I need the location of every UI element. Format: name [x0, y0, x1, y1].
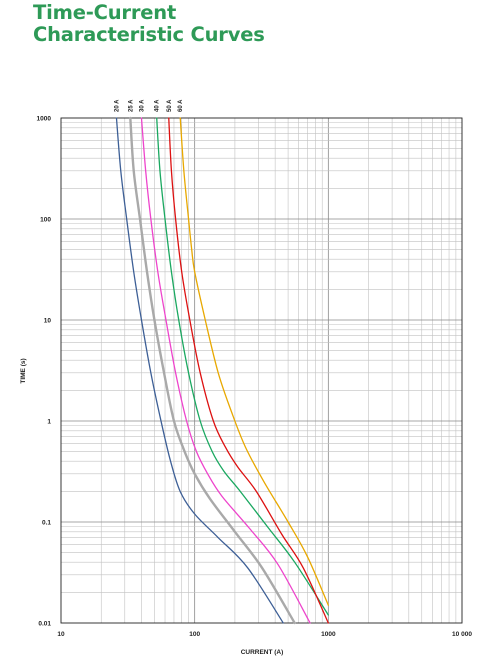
- series-label-40a: 40 A: [155, 99, 161, 112]
- series-line-30a: [140, 117, 311, 624]
- x-tick-label: 10 000: [452, 631, 472, 638]
- series-line-40a: [156, 117, 329, 616]
- y-axis-ticks: 1000 100 10 1 0.1 0.01: [37, 116, 52, 628]
- y-tick-label: 0.01: [38, 621, 51, 628]
- y-tick-label: 1000: [37, 116, 52, 123]
- y-tick-label: 1: [47, 419, 51, 426]
- series-line-50a: [168, 117, 329, 624]
- chart-series: [115, 116, 329, 625]
- series-line-25a: [129, 116, 296, 625]
- series-label-30a: 30 A: [139, 99, 145, 112]
- series-labels: 20 A 25 A 30 A 40 A 50 A 60 A: [114, 99, 184, 112]
- y-tick-label: 10: [44, 318, 52, 325]
- x-tick-label: 1000: [321, 631, 336, 638]
- y-tick-label: 100: [40, 217, 51, 224]
- page-title-line-2: Characteristic Curves: [33, 23, 265, 46]
- series-label-25a: 25 A: [128, 99, 134, 112]
- page-title: Time-Current Characteristic Curves: [33, 2, 265, 46]
- series-label-20a: 20 A: [114, 99, 120, 112]
- y-tick-label: 0.1: [42, 520, 51, 527]
- series-line-20a: [115, 117, 284, 624]
- chart-grid: [61, 118, 462, 623]
- x-axis-title: CURRENT (A): [241, 649, 284, 656]
- x-tick-label: 10: [57, 631, 65, 638]
- page-title-line-1: Time-Current: [33, 1, 177, 24]
- y-axis-title: TIME (s): [20, 358, 27, 383]
- series-label-60a: 60 A: [178, 99, 184, 112]
- series-line-60a: [179, 117, 329, 606]
- plot-frame: [60, 117, 463, 624]
- series-label-50a: 50 A: [167, 99, 173, 112]
- x-axis-ticks: 10 100 1000 10 000: [57, 631, 472, 638]
- x-tick-label: 100: [189, 631, 200, 638]
